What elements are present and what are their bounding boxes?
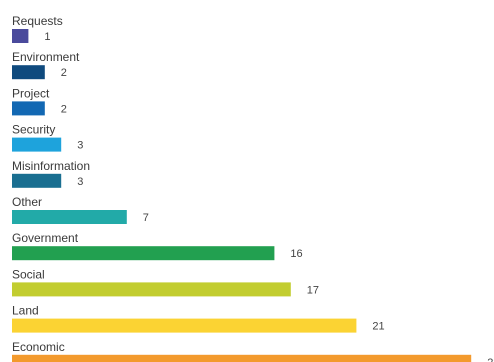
- value-label: 2: [61, 103, 67, 115]
- bar-row: Security 3: [12, 123, 83, 152]
- bar: [12, 282, 291, 297]
- category-label: Social: [12, 267, 45, 281]
- category-label: Land: [12, 304, 39, 318]
- value-label: 16: [290, 248, 302, 260]
- category-label: Security: [12, 123, 55, 137]
- bar: [12, 173, 62, 188]
- bar-row: Social 17: [12, 267, 319, 297]
- bar-row: Government 16: [12, 231, 303, 261]
- value-label: 1: [44, 31, 50, 43]
- bar-row: Land 21: [12, 304, 385, 333]
- bar: [12, 354, 472, 362]
- bar-row: Environment 2: [12, 50, 80, 80]
- value-label: 2: [61, 67, 67, 79]
- bar: [12, 29, 29, 43]
- category-label: Other: [12, 195, 42, 209]
- value-label: 21: [372, 321, 384, 333]
- category-label: Project: [12, 86, 50, 100]
- value-label: 3: [77, 176, 83, 188]
- bar: [12, 137, 62, 152]
- value-label: 3: [77, 140, 83, 152]
- bar-row: Requests 1: [12, 14, 63, 43]
- bar: [12, 210, 127, 224]
- bar: [12, 101, 45, 116]
- category-label: Economic: [12, 340, 65, 354]
- value-label: 28: [487, 357, 494, 362]
- category-label: Misinformation: [12, 159, 90, 173]
- bar-row: Other 7: [12, 195, 149, 224]
- bar: [12, 65, 45, 80]
- value-label: 17: [307, 284, 319, 296]
- bar-row: Misinformation 3: [12, 159, 90, 188]
- category-label: Requests: [12, 14, 63, 28]
- bar: [12, 246, 275, 261]
- bar-row: Project 2: [12, 86, 67, 116]
- category-label: Government: [12, 231, 79, 245]
- value-label: 7: [143, 212, 149, 224]
- bar-row: Economic 28: [12, 340, 494, 362]
- bar: [12, 318, 357, 333]
- category-label: Environment: [12, 50, 80, 64]
